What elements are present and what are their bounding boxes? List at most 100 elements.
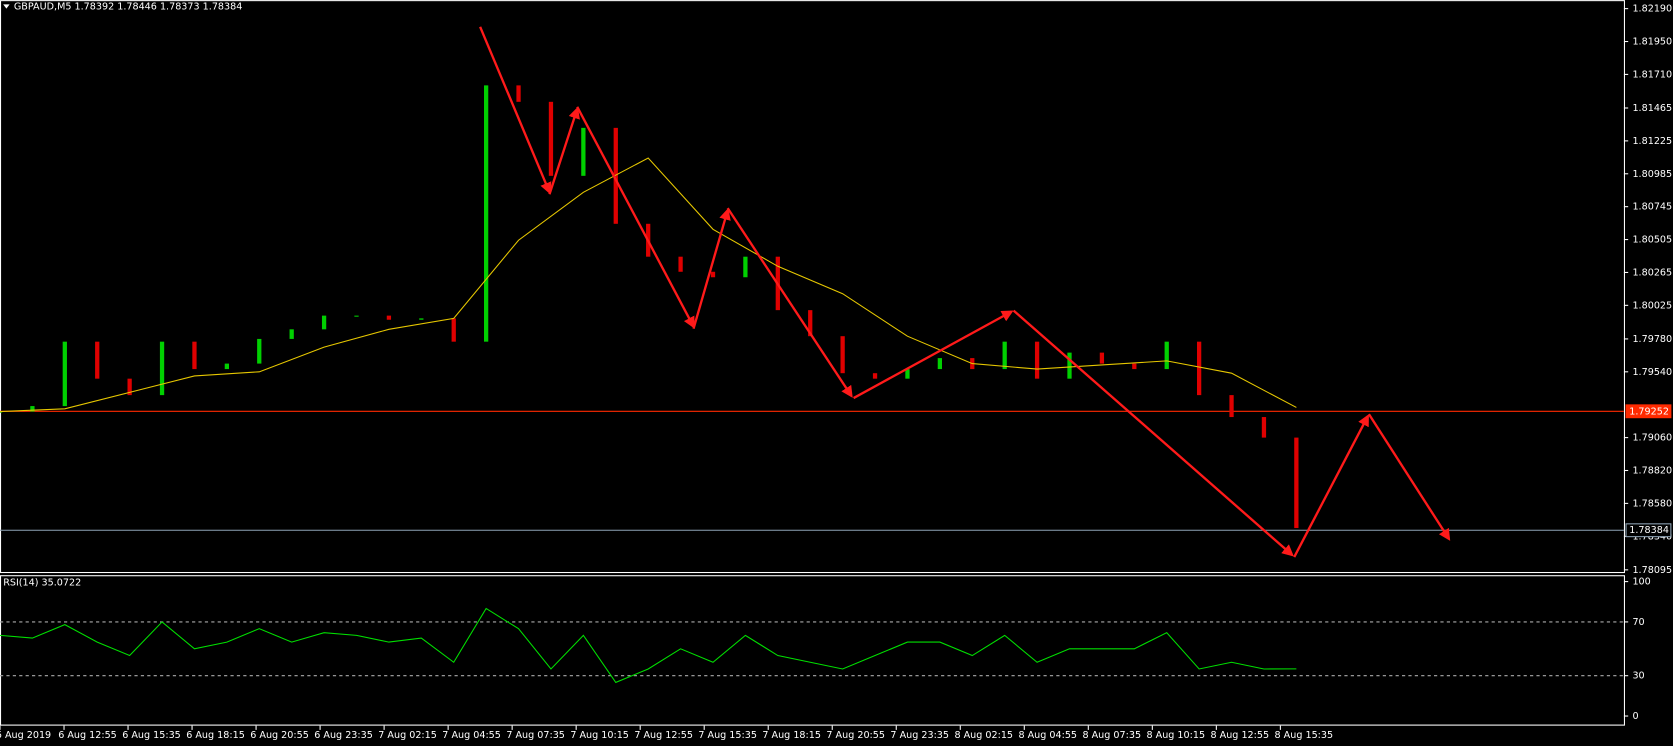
arrow — [692, 208, 731, 330]
rsi-axis-label: 100 — [1632, 577, 1650, 588]
price-bar — [419, 318, 424, 320]
price-bar — [1294, 437, 1299, 529]
price-bar — [321, 315, 327, 330]
price-tag — [1625, 404, 1672, 419]
time-label: 7 Aug 18:15 — [762, 730, 821, 741]
plot: 1.82190 1.81950 1.81710 1.81465 1.81225 1.809… — [0, 4, 1672, 741]
price-tag-label: 1.78384 — [1629, 525, 1669, 536]
price-bar — [1164, 341, 1169, 370]
price-bar — [159, 341, 165, 396]
price-bar — [613, 127, 618, 224]
annotations — [479, 26, 1451, 558]
price-label: 1.81710 — [1632, 69, 1672, 80]
price-bar — [1034, 341, 1040, 379]
time-label: 6 Aug 23:35 — [314, 730, 373, 741]
price-bar — [1067, 352, 1072, 379]
rsi-line — [0, 607, 1297, 684]
time-label: 7 Aug 10:15 — [570, 730, 629, 741]
price-tag — [1625, 523, 1672, 538]
time-label: 7 Aug 02:15 — [378, 730, 437, 741]
price-bar — [743, 256, 748, 278]
price-label: 1.79060 — [1632, 433, 1672, 444]
rsi-title: RSI(14) 35.0722 — [3, 578, 81, 589]
price-bar — [905, 369, 910, 379]
price-bar — [95, 341, 100, 379]
rsi-frame — [0, 575, 1625, 726]
price-label: 1.78580 — [1632, 498, 1672, 509]
price-bar — [1229, 395, 1234, 418]
time-label: 6 Aug 18:15 — [186, 730, 245, 741]
time-label: 6 Aug 2019 — [0, 730, 51, 741]
price-label: 1.80745 — [1632, 202, 1672, 213]
rsi-axis-label: 30 — [1632, 671, 1644, 682]
rsi-axis-label: 0 — [1632, 711, 1638, 722]
arrow — [726, 207, 853, 398]
price-label: 1.80505 — [1632, 235, 1672, 246]
price-bar — [386, 315, 392, 320]
price-bar — [581, 127, 586, 176]
price-label: 1.81225 — [1632, 136, 1672, 147]
price-bar — [1002, 341, 1007, 370]
time-label: 7 Aug 04:55 — [442, 730, 501, 741]
price-label: 1.78820 — [1632, 465, 1672, 476]
main-frame — [0, 0, 1625, 574]
price-bar — [1197, 341, 1202, 396]
price-bar — [548, 101, 554, 176]
price-bar — [62, 341, 67, 407]
price-bar — [1099, 352, 1105, 364]
price-bar — [808, 310, 813, 337]
price-bar — [354, 315, 359, 317]
time-label: 6 Aug 12:55 — [58, 730, 117, 741]
price-bar — [710, 271, 716, 278]
price-tag-label: 1.79252 — [1629, 406, 1669, 417]
price-bar — [257, 338, 262, 364]
arrow — [853, 310, 1014, 400]
price-bar — [30, 406, 35, 412]
price-bar — [289, 329, 294, 339]
price-label: 1.81465 — [1632, 103, 1672, 114]
time-label: 8 Aug 15:35 — [1275, 730, 1334, 741]
arrow — [1367, 413, 1451, 541]
symbol-header: GBPAUD,M5 1.78392 1.78446 1.78373 1.7838… — [14, 1, 242, 12]
time-label: 7 Aug 20:55 — [826, 730, 885, 741]
price-label: 1.79780 — [1632, 334, 1672, 345]
arrow — [548, 106, 580, 195]
time-label: 6 Aug 15:35 — [122, 730, 181, 741]
price-bar — [1261, 417, 1267, 438]
arrow — [1012, 309, 1294, 557]
price-bar — [872, 373, 878, 379]
price-bar — [451, 318, 456, 342]
arrow — [479, 26, 552, 195]
price-bar — [484, 85, 489, 342]
time-label: 8 Aug 12:55 — [1211, 730, 1270, 741]
price-label: 1.78095 — [1632, 565, 1672, 576]
price-bar — [678, 256, 683, 272]
price-label: 1.80025 — [1632, 300, 1672, 311]
time-label: 8 Aug 04:55 — [1018, 730, 1077, 741]
arrow — [576, 106, 695, 329]
price-bar — [937, 358, 942, 370]
time-label: 7 Aug 12:55 — [634, 730, 693, 741]
price-bar — [0, 411, 3, 413]
time-label: 8 Aug 02:15 — [954, 730, 1013, 741]
price-label: 1.80985 — [1632, 169, 1672, 180]
time-label: 7 Aug 15:35 — [698, 730, 757, 741]
price-bar — [1132, 363, 1137, 370]
menu-icon[interactable] — [3, 4, 10, 9]
price-label: 1.81950 — [1632, 37, 1672, 48]
time-label: 8 Aug 10:15 — [1146, 730, 1205, 741]
price-bar — [840, 336, 845, 374]
price-label: 1.79540 — [1632, 367, 1672, 378]
price-bar — [192, 341, 197, 370]
price-bar — [127, 378, 132, 396]
price-bar — [224, 363, 229, 370]
moving-average — [0, 157, 1297, 413]
time-label: 8 Aug 07:35 — [1082, 730, 1141, 741]
time-label: 7 Aug 07:35 — [506, 730, 565, 741]
arrow — [1293, 414, 1369, 558]
price-label: 1.82190 — [1632, 4, 1672, 15]
price-bar — [516, 85, 521, 102]
time-label: 6 Aug 20:55 — [250, 730, 309, 741]
